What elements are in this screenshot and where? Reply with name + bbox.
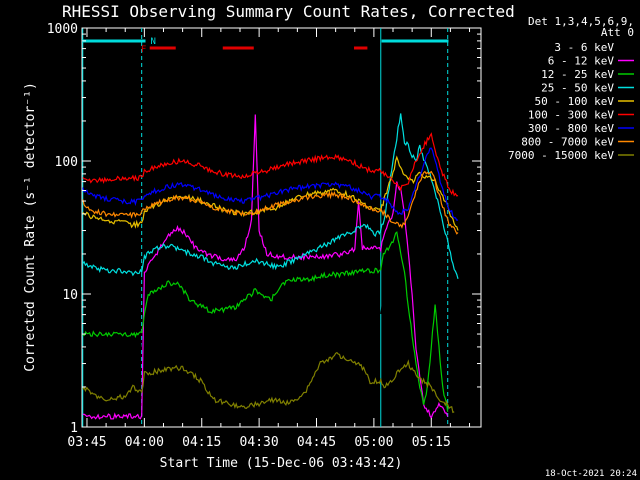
- x-axis: 03:45 04:00 04:15 04:30 04:45 05:00 05:15: [67, 28, 471, 450]
- series-layer: [82, 113, 459, 420]
- x-tick-label-0: 03:45: [67, 435, 106, 450]
- legend-label-4: 50 - 100 keV: [535, 95, 615, 108]
- x-tick-label-6: 05:15: [412, 435, 451, 450]
- series-line-6: [82, 132, 459, 197]
- x-axis-title: Start Time (15-Dec-06 03:43:42): [160, 456, 403, 471]
- series-line-2: [82, 114, 449, 420]
- legend-label-5: 100 - 300 keV: [528, 109, 614, 122]
- legend-label-3: 25 - 50 keV: [541, 82, 614, 95]
- y-axis: 1 10 100 1000: [47, 22, 481, 436]
- series-line-7: [82, 147, 459, 221]
- legend-label-1: 6 - 12 keV: [548, 55, 615, 68]
- y-tick-label-0: 1: [70, 421, 78, 436]
- boundary-lines: [82, 28, 449, 427]
- series-line-3: [82, 231, 449, 412]
- legend-header-0: Det 1,3,4,5,6,9,: [528, 15, 634, 28]
- x-tick-label-3: 04:30: [240, 435, 279, 450]
- series-line-9: [82, 351, 455, 414]
- series-line-8: [82, 170, 459, 235]
- marker-label-0: F: [141, 45, 146, 55]
- x-tick-label-1: 04:00: [125, 435, 164, 450]
- chart-title: RHESSI Observing Summary Count Rates, Co…: [62, 2, 515, 21]
- series-line-0: [82, 151, 367, 358]
- y-axis-title: Corrected Count Rate (s⁻¹ detector⁻¹): [23, 82, 38, 372]
- legend-label-0: 3 - 6 keV: [554, 41, 614, 54]
- series-line-1: [380, 287, 394, 315]
- x-tick-label-4: 04:45: [297, 435, 336, 450]
- legend-label-7: 800 - 7000 keV: [521, 136, 614, 149]
- plot-frame: [81, 27, 482, 428]
- series-line-5: [82, 155, 459, 231]
- legend-label-6: 300 - 800 keV: [528, 122, 614, 135]
- y-tick-label-3: 1000: [47, 22, 78, 37]
- marker-label-1: N: [150, 37, 155, 47]
- status-bars: FN: [82, 37, 449, 55]
- y-tick-label-1: 10: [62, 288, 78, 303]
- x-tick-label-2: 04:15: [182, 435, 221, 450]
- timestamp-footer: 18-Oct-2021 20:24: [545, 469, 637, 479]
- x-tick-label-5: 05:00: [354, 435, 393, 450]
- legend-header-1: Att 0: [601, 26, 634, 39]
- legend-label-8: 7000 - 15000 keV: [508, 149, 614, 162]
- y-tick-label-2: 100: [55, 155, 78, 170]
- series-line-4: [82, 113, 459, 279]
- legend-label-2: 12 - 25 keV: [541, 68, 614, 81]
